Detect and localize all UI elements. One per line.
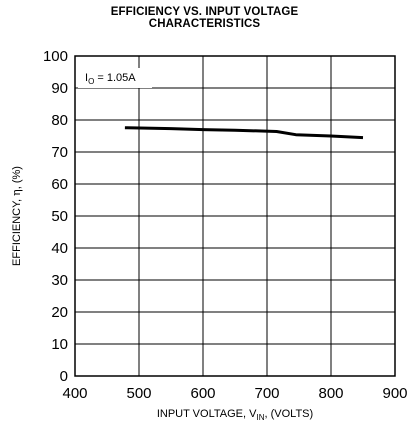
y-tick-label: 10 [51, 336, 68, 353]
y-tick-label: 40 [51, 240, 68, 257]
x-tick-label: 800 [318, 385, 343, 402]
annotation-background [78, 68, 152, 88]
y-tick-label: 50 [51, 208, 68, 225]
x-tick-label: 900 [382, 385, 407, 402]
grid-lines [75, 56, 395, 376]
plot-frame [74, 55, 396, 377]
y-tick-label: 30 [51, 272, 68, 289]
x-tick-label: 700 [254, 385, 279, 402]
x-tick-label: 400 [62, 385, 87, 402]
series-line [124, 126, 364, 140]
y-tick-label: 70 [51, 144, 68, 161]
y-tick-label: 90 [51, 80, 68, 97]
annotation-label: IO = 1.05A [85, 72, 136, 86]
y-tick-label: 100 [43, 48, 68, 65]
y-tick-label: 20 [51, 304, 68, 321]
y-axis-label: EFFICIENCY, η, (%) [10, 166, 23, 266]
annotation-box: IO = 1.05A [78, 68, 152, 88]
y-tick-label: 80 [51, 112, 68, 129]
y-tick-label: 0 [60, 368, 68, 385]
x-axis-label: INPUT VOLTAGE, VIN, (VOLTS) [157, 408, 313, 422]
x-tick-label: 600 [190, 385, 215, 402]
chart-title-line2: CHARACTERISTICS [148, 18, 261, 30]
y-tick-labels: 0 10 20 30 40 50 60 70 80 90 100 [43, 48, 68, 385]
chart-title-line1: EFFICIENCY VS. INPUT VOLTAGE [110, 6, 299, 18]
x-tick-label: 500 [126, 385, 151, 402]
y-tick-label: 60 [51, 176, 68, 193]
x-tick-labels: 400 500 600 700 800 900 [62, 385, 407, 402]
series-lines [124, 126, 364, 140]
